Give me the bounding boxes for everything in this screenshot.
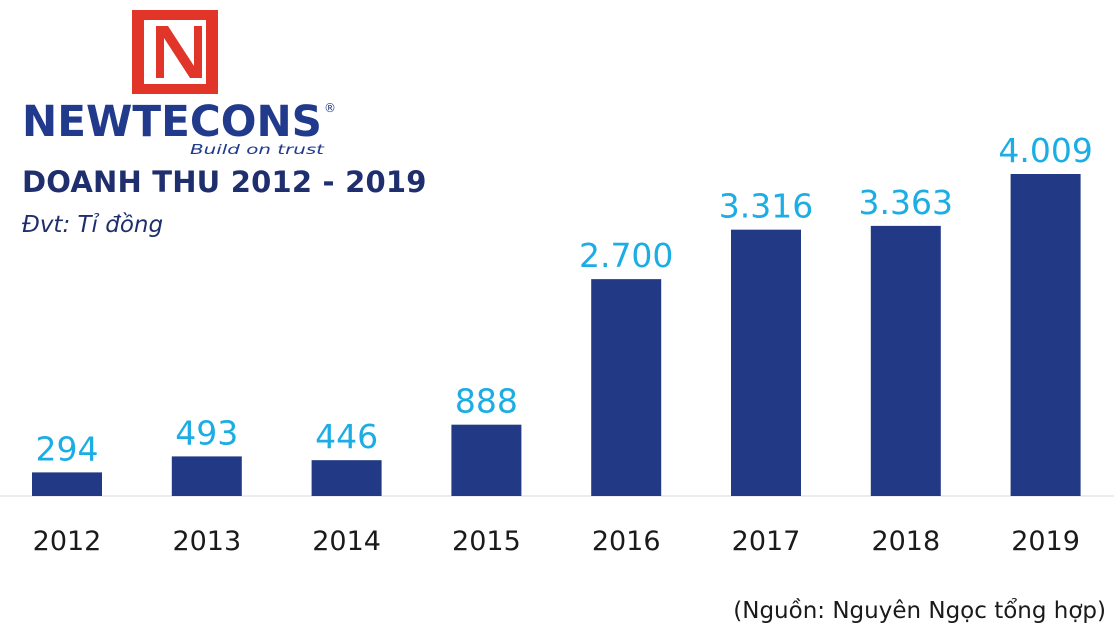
bar-2012 [32, 472, 102, 496]
bar-2019 [1010, 174, 1081, 496]
source-note: (Nguồn: Nguyên Ngọc tổng hợp) [733, 598, 1106, 624]
bar-2013 [171, 456, 242, 496]
logo-registered-mark: ® [324, 101, 336, 115]
x-tick-label-2016: 2016 [592, 526, 661, 557]
bar-2015 [451, 424, 522, 496]
value-label-2012: 294 [36, 429, 99, 468]
value-label-2014: 446 [315, 417, 378, 456]
x-tick-label-2019: 2019 [1011, 526, 1080, 557]
x-tick-label-2018: 2018 [871, 526, 940, 557]
bar-2017 [731, 229, 801, 496]
x-tick-label-2012: 2012 [33, 526, 102, 557]
value-label-2015: 888 [455, 382, 518, 421]
bar-2016 [591, 279, 662, 496]
value-label-2017: 3.316 [719, 187, 813, 226]
value-label-2016: 2.700 [579, 236, 673, 275]
x-tick-label-2017: 2017 [732, 526, 801, 557]
bar-2014 [311, 460, 382, 496]
logo-tagline: Build on trust [190, 143, 325, 158]
logo-brand-name: NEWTECONS [22, 97, 322, 147]
chart-title: DOANH THU 2012 - 2019 [22, 165, 427, 199]
value-label-2013: 493 [175, 413, 238, 452]
chart-unit-subtitle: Đvt: Tỉ đồng [22, 212, 164, 238]
n-emblem-icon [132, 10, 218, 94]
value-label-2019: 4.009 [998, 131, 1092, 170]
x-tick-label-2015: 2015 [452, 526, 521, 557]
x-tick-label-2014: 2014 [312, 526, 381, 557]
x-tick-label-2013: 2013 [172, 526, 241, 557]
value-label-2018: 3.363 [859, 183, 953, 222]
bar-2018 [870, 225, 941, 496]
newtecons-logo: NEWTECONS ® Build on trust [22, 10, 336, 158]
